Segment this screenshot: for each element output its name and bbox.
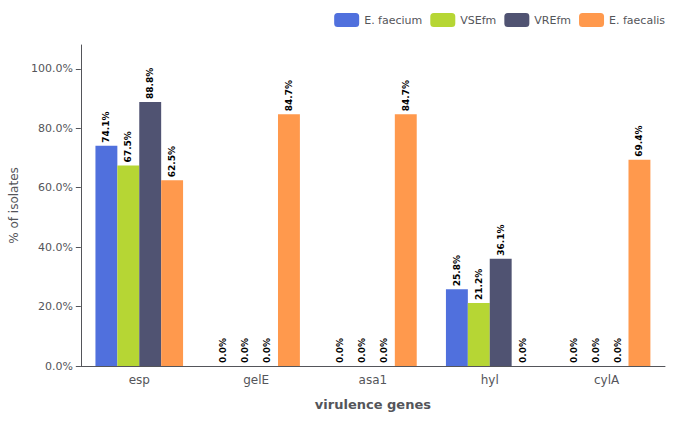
svg-text:100.0%: 100.0%	[31, 62, 73, 75]
svg-text:% of isolates: % of isolates	[7, 167, 21, 244]
svg-text:0.0%: 0.0%	[518, 338, 528, 363]
svg-text:0.0%: 0.0%	[569, 338, 579, 363]
svg-text:cylA: cylA	[594, 373, 620, 387]
svg-text:VREfm: VREfm	[534, 14, 571, 27]
svg-text:62.5%: 62.5%	[167, 146, 177, 177]
svg-text:0.0%: 0.0%	[218, 338, 228, 363]
svg-text:36.1%: 36.1%	[496, 224, 506, 255]
svg-text:0.0%: 0.0%	[613, 338, 623, 363]
svg-text:0.0%: 0.0%	[379, 338, 389, 363]
svg-text:69.4%: 69.4%	[634, 125, 644, 156]
svg-text:0.0%: 0.0%	[262, 338, 272, 363]
svg-text:0.0%: 0.0%	[45, 360, 73, 373]
svg-text:E. faecalis: E. faecalis	[609, 14, 665, 27]
svg-text:0.0%: 0.0%	[240, 338, 250, 363]
svg-text:21.2%: 21.2%	[474, 269, 484, 300]
svg-text:40.0%: 40.0%	[38, 241, 73, 254]
svg-text:0.0%: 0.0%	[335, 338, 345, 363]
svg-text:E. faecium: E. faecium	[364, 14, 422, 27]
svg-text:67.5%: 67.5%	[123, 131, 133, 162]
svg-text:20.0%: 20.0%	[38, 300, 73, 313]
svg-text:0.0%: 0.0%	[357, 338, 367, 363]
svg-text:asa1: asa1	[359, 373, 388, 387]
svg-text:25.8%: 25.8%	[452, 255, 462, 286]
svg-text:60.0%: 60.0%	[38, 181, 73, 194]
svg-text:84.7%: 84.7%	[284, 80, 294, 111]
svg-text:88.8%: 88.8%	[145, 68, 155, 99]
svg-text:virulence genes: virulence genes	[315, 397, 431, 412]
svg-text:74.1%: 74.1%	[101, 112, 111, 143]
svg-text:84.7%: 84.7%	[401, 80, 411, 111]
svg-text:gelE: gelE	[243, 373, 269, 387]
svg-text:0.0%: 0.0%	[591, 338, 601, 363]
svg-text:esp: esp	[129, 373, 150, 387]
svg-text:80.0%: 80.0%	[38, 122, 73, 135]
svg-text:VSEfm: VSEfm	[460, 14, 496, 27]
svg-text:hyl: hyl	[481, 373, 499, 387]
